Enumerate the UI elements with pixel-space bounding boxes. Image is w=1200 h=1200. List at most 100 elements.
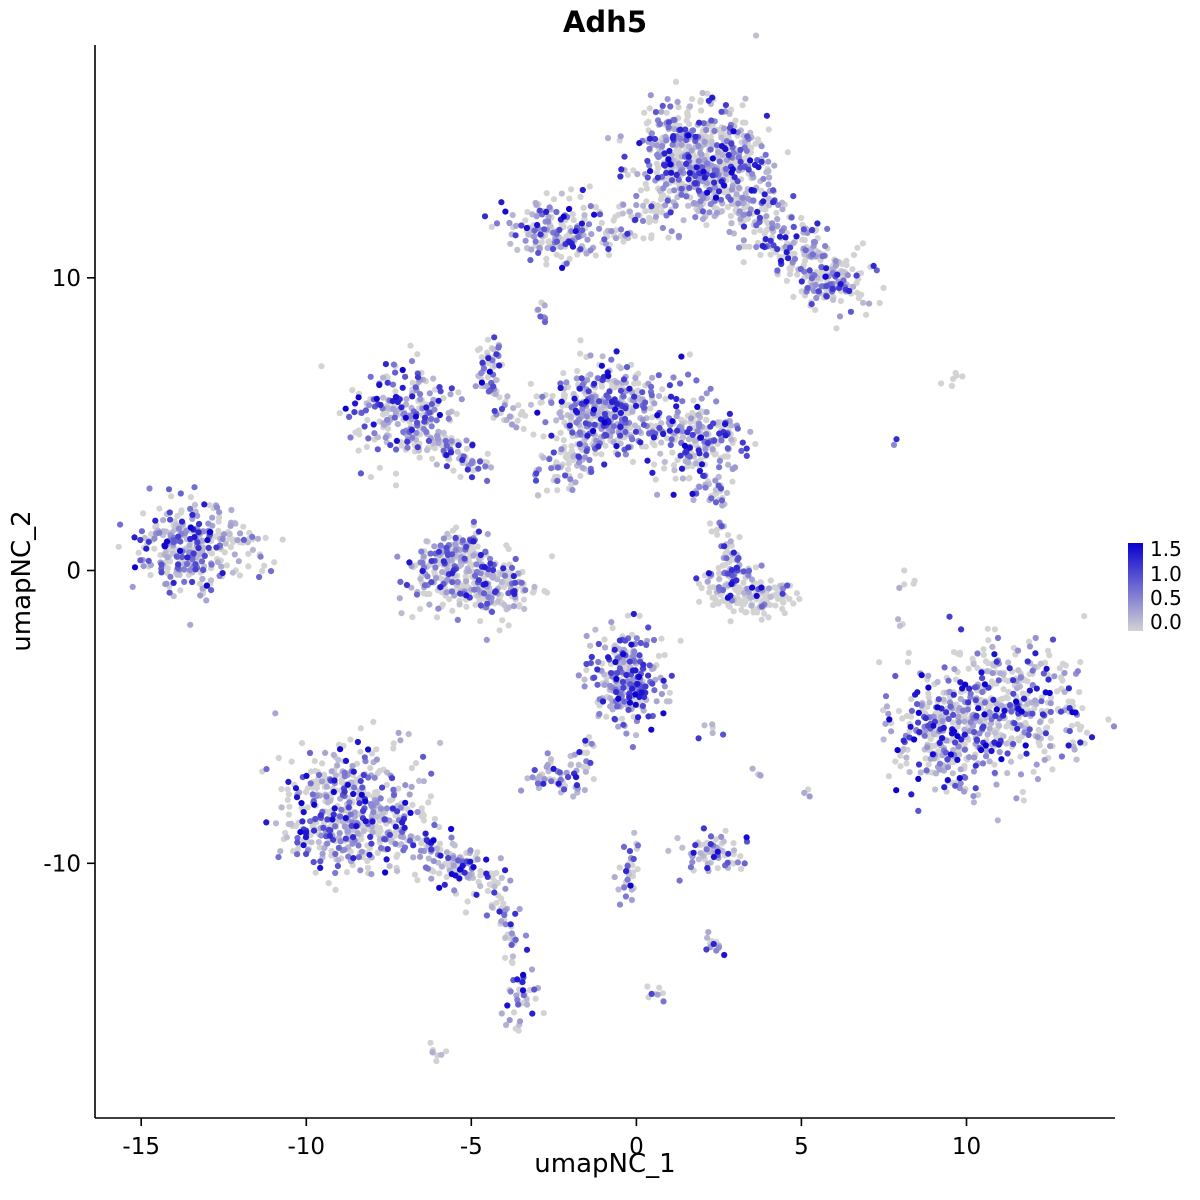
point — [540, 1010, 547, 1017]
point — [263, 766, 270, 773]
point — [406, 837, 414, 844]
point — [533, 393, 540, 400]
point — [645, 713, 652, 720]
point — [974, 664, 981, 672]
point — [514, 246, 521, 253]
point — [477, 883, 484, 890]
point — [685, 202, 692, 209]
point — [422, 864, 429, 871]
point — [643, 641, 650, 649]
point — [651, 461, 658, 468]
point — [727, 196, 734, 203]
point — [447, 391, 454, 398]
point — [380, 411, 387, 418]
point — [434, 432, 441, 439]
point — [658, 635, 665, 642]
point — [765, 158, 772, 165]
point — [428, 875, 435, 882]
point — [543, 208, 550, 215]
point — [947, 703, 954, 710]
point — [966, 685, 973, 692]
point — [1039, 711, 1046, 718]
point — [642, 207, 649, 215]
point — [653, 169, 660, 176]
point — [727, 538, 734, 545]
point — [414, 351, 421, 358]
point — [384, 846, 391, 853]
point — [433, 417, 440, 424]
point — [416, 454, 423, 461]
point — [621, 698, 628, 705]
point — [484, 477, 491, 484]
point — [417, 853, 424, 860]
point — [444, 552, 452, 559]
point — [961, 746, 968, 753]
point — [758, 603, 766, 610]
point — [672, 78, 680, 85]
point — [427, 550, 434, 557]
point — [215, 527, 222, 534]
point — [697, 850, 704, 857]
point — [568, 404, 575, 411]
point — [554, 477, 561, 484]
point — [1088, 734, 1096, 741]
point — [615, 886, 622, 893]
point — [222, 540, 229, 547]
point — [1065, 685, 1072, 692]
point — [674, 427, 681, 434]
point — [515, 570, 522, 577]
point — [670, 374, 677, 381]
point — [545, 213, 552, 221]
point — [433, 461, 440, 468]
point — [732, 117, 739, 124]
point — [830, 296, 837, 303]
point — [782, 243, 789, 250]
point — [578, 400, 585, 407]
point — [472, 383, 479, 390]
point — [1003, 740, 1010, 747]
point — [565, 460, 573, 467]
point — [651, 135, 659, 143]
point — [448, 438, 455, 445]
point — [668, 672, 675, 679]
point — [690, 397, 697, 404]
point — [189, 578, 196, 586]
point — [544, 750, 551, 757]
point — [610, 423, 618, 430]
point — [425, 437, 432, 444]
point — [484, 374, 491, 381]
point — [569, 211, 576, 218]
point — [738, 606, 745, 614]
point — [652, 476, 659, 483]
point — [431, 543, 438, 550]
point — [834, 271, 841, 278]
point — [174, 571, 181, 578]
point — [216, 509, 223, 516]
point — [654, 174, 662, 181]
point — [720, 586, 727, 594]
point — [137, 536, 144, 544]
point — [741, 860, 748, 867]
point — [628, 631, 636, 638]
point — [645, 672, 652, 679]
point — [440, 429, 447, 436]
point — [140, 563, 147, 570]
point — [531, 227, 538, 234]
point — [156, 505, 163, 512]
point — [597, 407, 605, 414]
point — [338, 806, 345, 813]
point — [262, 534, 269, 542]
point — [660, 998, 667, 1005]
point — [904, 712, 911, 720]
point — [387, 442, 394, 449]
point — [926, 699, 933, 706]
point — [403, 396, 410, 403]
point — [762, 236, 769, 243]
point — [617, 409, 625, 416]
point — [324, 816, 331, 823]
point — [488, 903, 495, 911]
point — [165, 486, 173, 493]
point — [1074, 668, 1081, 675]
point — [390, 405, 397, 412]
point — [970, 793, 977, 800]
